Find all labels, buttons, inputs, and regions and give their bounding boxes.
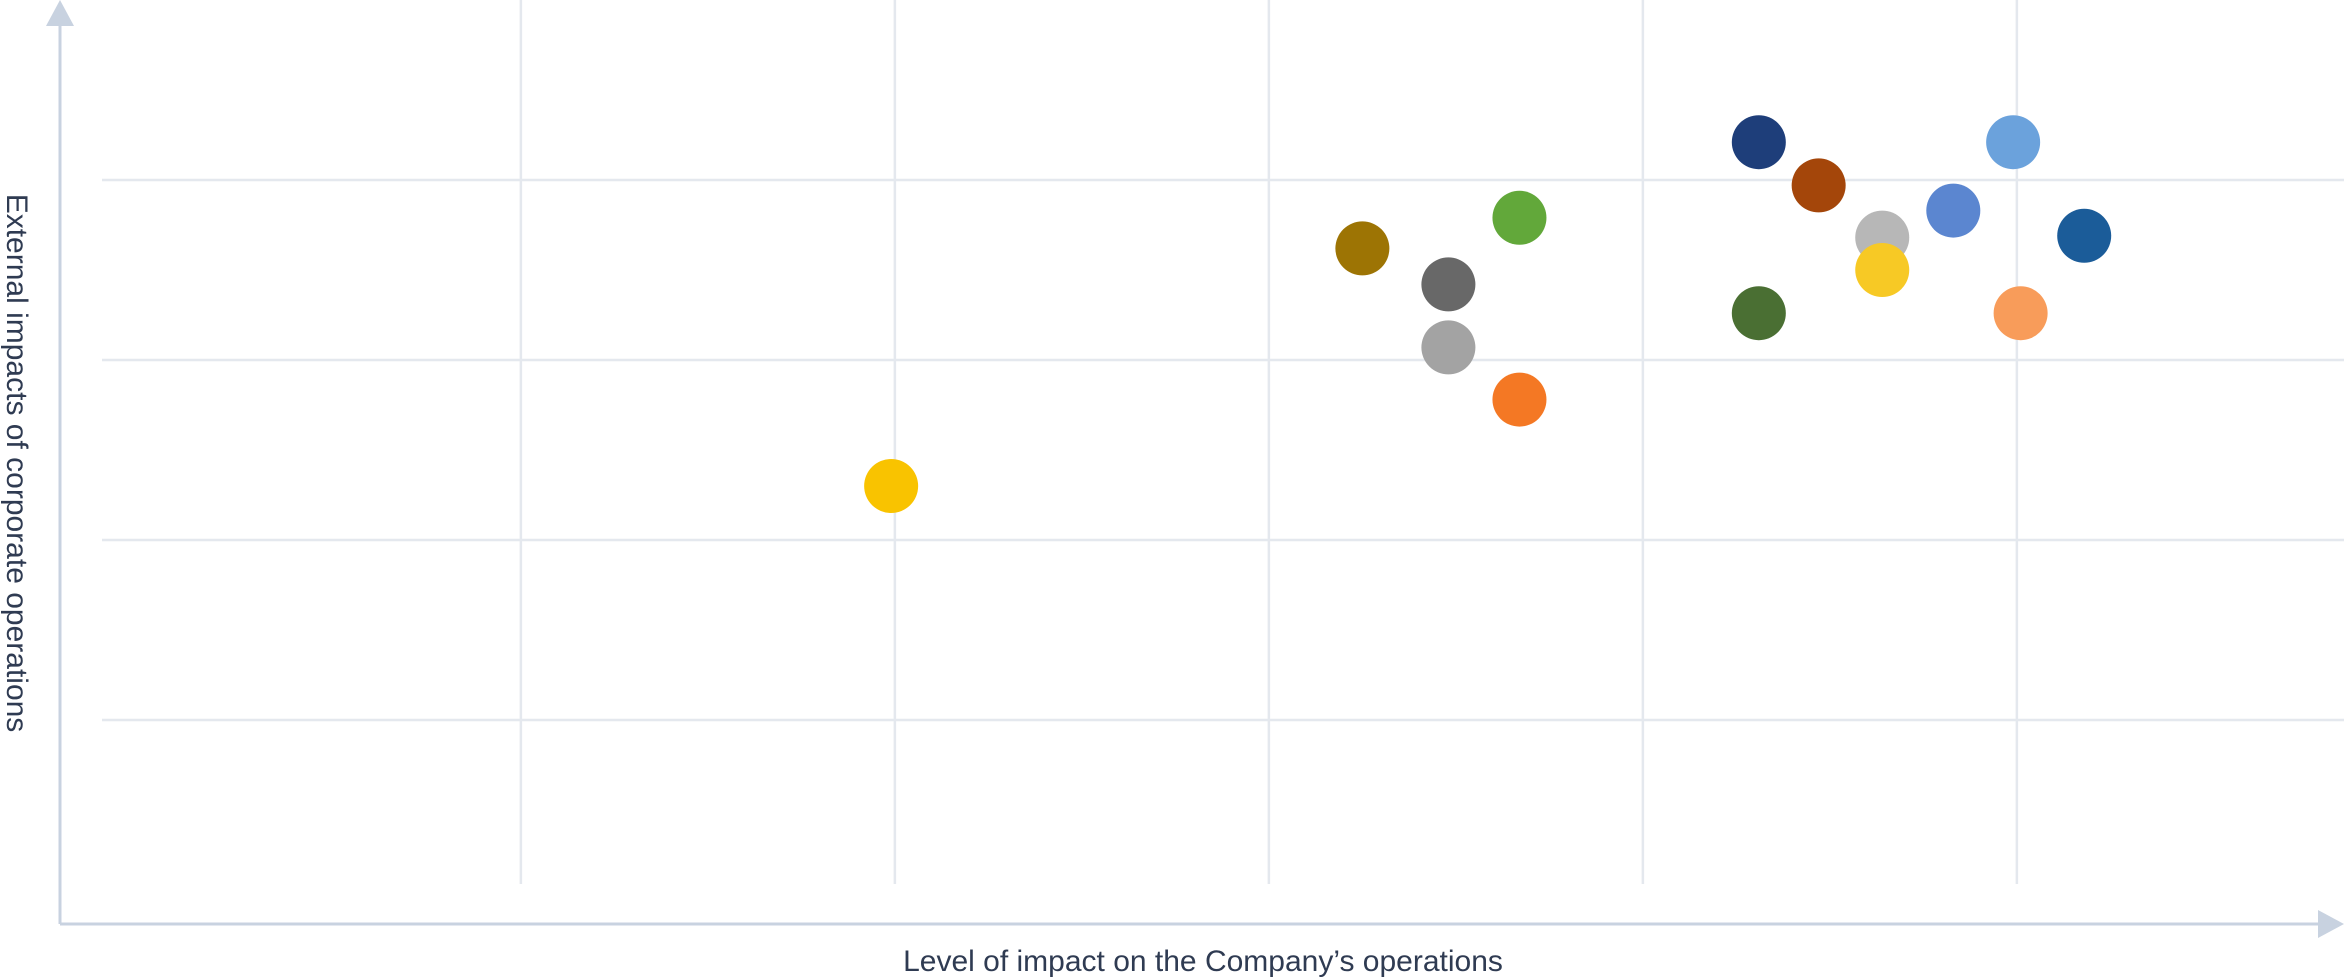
data-point	[1731, 286, 1786, 341]
data-points	[864, 115, 2112, 513]
data-point	[864, 459, 919, 513]
data-point	[1926, 183, 1981, 238]
data-point	[2057, 208, 2112, 263]
data-point	[1492, 190, 1547, 245]
data-point	[1492, 372, 1547, 427]
data-point	[1421, 257, 1476, 312]
grid	[102, 0, 2344, 884]
data-point	[1421, 320, 1476, 375]
y-axis-title: External impacts of corporate operations	[0, 194, 33, 733]
data-point	[1986, 115, 2041, 170]
y-axis-arrow	[46, 0, 74, 26]
data-point	[1993, 286, 2048, 341]
data-point	[1335, 221, 1390, 276]
data-point	[1731, 115, 1786, 170]
x-axis-arrow	[2318, 910, 2344, 938]
x-axis-title: Level of impact on the Company’s operati…	[903, 945, 1503, 978]
data-point	[1791, 158, 1846, 213]
axes	[46, 0, 2344, 938]
data-point	[1855, 243, 1910, 297]
